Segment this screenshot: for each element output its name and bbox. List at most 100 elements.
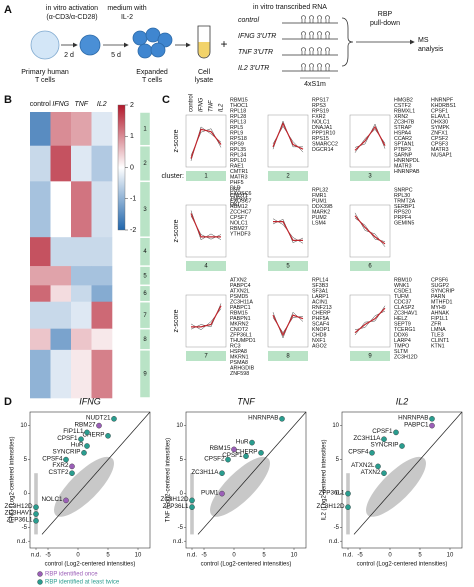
point-label: CPSF4	[42, 455, 63, 462]
cluster-bar	[139, 301, 151, 329]
panel-letter: B	[4, 94, 12, 106]
colorbar-tick-label: -2	[130, 227, 136, 234]
rna-label: TNF 3'UTR	[238, 49, 273, 56]
cluster-bar	[139, 266, 151, 286]
point-label: CHERP	[82, 431, 104, 438]
gene-name: PSMA8	[230, 360, 248, 366]
x-axis-label: control (Log2-centered intensities)	[45, 562, 136, 568]
colorbar-tick-label: 2	[130, 102, 134, 109]
gene-name: CPSF7	[230, 215, 247, 221]
gene-name: RPL32	[312, 187, 328, 193]
protein-point	[33, 511, 39, 517]
protein-point	[84, 429, 90, 436]
protein-point	[345, 504, 351, 511]
gene-name: SUGP2	[431, 283, 449, 289]
y-axis-label: IFNG (Log2-centered intensities)	[10, 436, 16, 523]
profile-frame	[267, 114, 309, 168]
label: (α-CD3/α-CD28)	[46, 14, 97, 21]
stem-loop	[301, 63, 306, 71]
gene-name: CPSF1	[431, 108, 448, 114]
point-label: ZFP36L1	[7, 516, 33, 523]
gene-name: THOC1	[230, 103, 248, 109]
gene-name: RPL34	[230, 152, 246, 158]
legend-swatch	[37, 571, 43, 577]
point-label: SYNCRIP	[53, 448, 81, 455]
cluster-profile	[190, 128, 222, 159]
cluster-bar	[139, 350, 151, 398]
gene-name: EXOSC7	[230, 198, 252, 204]
x-tick-label: 10	[291, 553, 298, 559]
cluster-number: 7	[204, 354, 208, 360]
gene-name: ZFR	[431, 321, 441, 327]
gene-name: RBM15	[230, 97, 248, 103]
profile-frame	[267, 294, 309, 348]
lysate	[198, 42, 210, 58]
protein-point	[63, 497, 69, 504]
panel-letter: C	[162, 94, 170, 106]
gene-name: PUM1	[312, 198, 327, 204]
label: analysis	[418, 46, 444, 53]
heatmap-cell	[91, 181, 113, 238]
protein-point	[375, 463, 381, 470]
cluster-box	[186, 171, 226, 181]
label: +	[220, 37, 227, 51]
x-tick-label: 0	[232, 553, 236, 559]
cluster-profile	[354, 307, 386, 334]
y-axis-label: TNF (Log2-centered intensities)	[166, 438, 172, 522]
point-label: ZC3H12D	[161, 496, 189, 503]
column-label: TNF	[209, 100, 215, 112]
cluster-number: 2	[143, 161, 147, 167]
cluster-number: 8	[143, 337, 147, 343]
gene-name: ZFP36L1	[230, 332, 252, 338]
gene-name: CSTF2	[394, 103, 411, 109]
protein-point	[399, 443, 405, 449]
column-label: control	[189, 94, 195, 112]
y-tick-label: n.d.	[329, 539, 339, 545]
gene-name: KNOP1	[312, 327, 330, 333]
cluster-number: 7	[143, 313, 147, 319]
x-tick-label: 10	[135, 553, 142, 559]
gene-name: SPTAN1	[394, 141, 414, 147]
legend-swatch	[37, 579, 43, 585]
point-label: CPSF1	[222, 452, 243, 459]
profile-frame	[185, 294, 227, 348]
cluster-profile	[190, 213, 221, 238]
heatmap-cell	[91, 266, 113, 286]
cluster-number: 1	[143, 126, 147, 132]
rna-constructs	[282, 15, 338, 72]
cluster-bar	[139, 328, 151, 350]
column-label: IL2	[219, 103, 225, 112]
gene-name: DNAJA1	[312, 125, 332, 131]
cluster-number: 6	[143, 291, 147, 297]
x-tick-label: 0	[388, 553, 392, 559]
heatmap-cell	[71, 145, 92, 182]
cluster-profile	[191, 305, 222, 328]
gene-name: CNOT2	[230, 327, 248, 333]
gene-name: ZC3H7B	[394, 119, 415, 125]
label: 2 d	[64, 52, 74, 59]
column-label: control	[30, 101, 51, 108]
nd-column	[34, 473, 38, 535]
cluster-bar	[139, 237, 151, 266]
brace	[341, 17, 354, 67]
label: MS	[418, 37, 429, 44]
gene-name: PRPF4	[394, 215, 411, 221]
gene-name: TUFM	[394, 294, 409, 300]
gene-name: CPSF6	[431, 277, 448, 283]
gene-name: AGO2	[312, 343, 327, 349]
gene-name: ZNFX1	[431, 130, 448, 136]
heatmap-cell	[71, 266, 92, 286]
protein-point	[105, 432, 111, 439]
cluster-number: 8	[286, 354, 290, 360]
gene-name: MKRN2	[230, 321, 249, 327]
gene-name: HMGB2	[394, 97, 413, 103]
heatmap-cell	[30, 301, 51, 329]
gene-name: RPL35	[230, 147, 246, 153]
point-label: CPSF2	[204, 455, 225, 462]
gene-name: CLASP2	[394, 305, 414, 311]
y-tick-label: n.d.	[17, 539, 27, 545]
member-profile	[354, 305, 386, 336]
heatmap-cell	[71, 349, 92, 399]
gene-name: CDC37	[394, 299, 411, 305]
column-label: IFNG	[199, 97, 205, 112]
